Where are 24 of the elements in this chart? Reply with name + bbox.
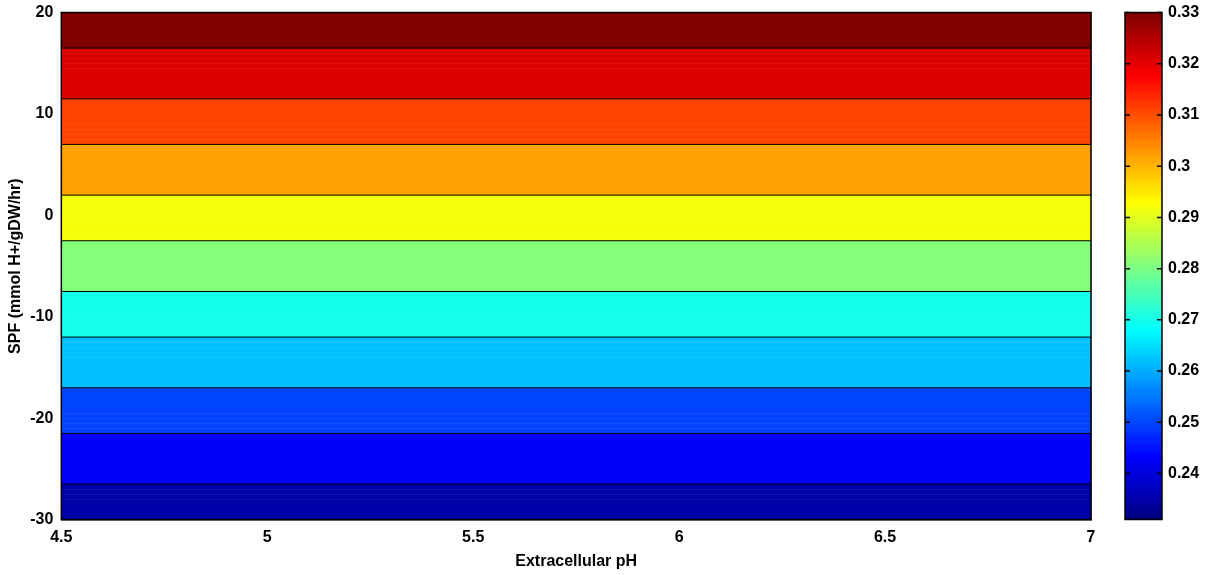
x-tick-label: 7 bbox=[1086, 527, 1096, 545]
x-tick-label: 5 bbox=[262, 527, 272, 545]
x-axis-title: Extracellular pH bbox=[515, 551, 638, 569]
y-tick-label: -10 bbox=[30, 307, 54, 325]
x-tick-label: 6.5 bbox=[873, 527, 897, 545]
x-tick-label: 6 bbox=[674, 527, 684, 545]
color-bar-label: 0.24 bbox=[1168, 463, 1200, 481]
color-bar-label: 0.26 bbox=[1168, 361, 1200, 379]
y-tick-label: 0 bbox=[44, 205, 54, 223]
x-tick-label: 4.5 bbox=[50, 527, 73, 545]
y-tick-label: -30 bbox=[30, 510, 54, 528]
x-tick-label: 5.5 bbox=[462, 527, 485, 545]
y-axis-title: SPF (mmol H+/gDW/hr) bbox=[6, 178, 24, 354]
y-tick-label: -20 bbox=[30, 408, 54, 426]
color-bar-label: 0.32 bbox=[1168, 54, 1200, 72]
y-tick-label: 10 bbox=[35, 104, 54, 122]
color-bar-label: 0.3 bbox=[1168, 156, 1191, 174]
color-bar-label: 0.27 bbox=[1168, 310, 1200, 328]
y-tick-label: 20 bbox=[35, 3, 54, 21]
color-bar-label: 0.25 bbox=[1168, 412, 1200, 430]
color-bar-label: 0.29 bbox=[1168, 207, 1200, 225]
color-bar-label: 0.28 bbox=[1168, 259, 1200, 277]
color-bar-label: 0.31 bbox=[1168, 105, 1200, 123]
color-bar-label: 0.33 bbox=[1168, 3, 1200, 21]
